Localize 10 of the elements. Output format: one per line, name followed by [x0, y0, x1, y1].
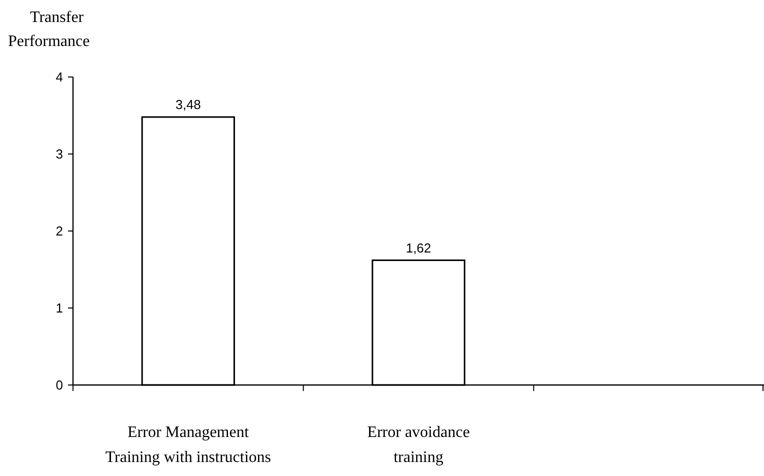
y-tick-label: 0: [56, 378, 63, 393]
data-label: 1,62: [406, 240, 432, 256]
data-label: 3,48: [176, 97, 201, 112]
y-axis-title: Transfer Performance: [8, 9, 90, 50]
y-tick-label: 4: [56, 70, 63, 85]
y-tick-label: 2: [56, 224, 63, 239]
x-tick-label: Error avoidance training: [367, 424, 470, 466]
y-tick-label: 3: [56, 146, 63, 162]
y-tick-label: 1: [56, 300, 63, 316]
x-tick-label: Error Management Training with instructions: [105, 424, 271, 466]
